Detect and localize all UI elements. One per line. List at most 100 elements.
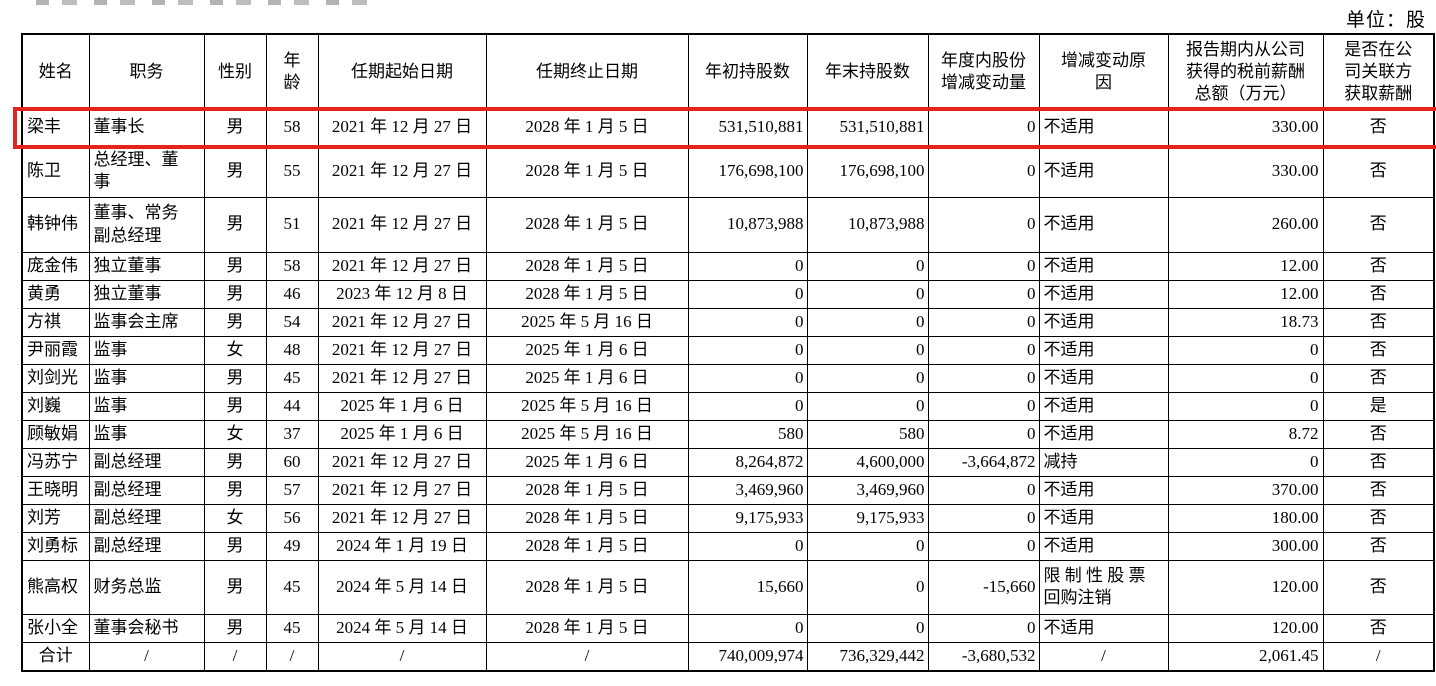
cropped-text-fragment [36,0,382,5]
column-header-9: 增减变动原 因 [1038,33,1169,111]
table-cell: 2024 年 5 月 14 日 [317,559,487,615]
table-cell: 男 [203,144,267,198]
table-cell: 不适用 [1038,531,1169,561]
table-cell: 监事 [88,363,205,393]
table-cell: 否 [1322,363,1435,393]
table-cell: 2021 年 12 月 27 日 [317,109,487,146]
table-cell: 8,264,872 [687,447,808,477]
table-cell: 监事会主席 [88,307,205,337]
table-cell: 2021 年 12 月 27 日 [317,503,487,533]
column-header-4: 任期起始日期 [317,33,487,111]
table-cell: 男 [203,613,267,643]
table-cell: 2021 年 12 月 27 日 [317,307,487,337]
table-cell: 0 [927,475,1040,505]
table-cell: 不适用 [1038,391,1169,421]
table-cell: 否 [1322,307,1435,337]
table-cell: 独立董事 [88,279,205,309]
table-cell: 60 [265,447,319,477]
table-cell: 46 [265,279,319,309]
table-cell: 0 [927,144,1040,198]
table-cell: 48 [265,335,319,365]
table-cell: 0 [687,251,808,281]
table-cell: -15,660 [927,559,1040,615]
table-cell: 男 [203,196,267,253]
table-cell: 2025 年 1 月 6 日 [485,447,689,477]
table-cell: / [1322,641,1435,672]
table-cell: 否 [1322,447,1435,477]
table-cell: 0 [927,391,1040,421]
table-cell: 韩钟伟 [21,196,90,253]
table-cell: 49 [265,531,319,561]
table-cell: 15,660 [687,559,808,615]
column-header-7: 年末持股数 [806,33,929,111]
table-cell: 0 [1167,447,1324,477]
table-cell: 580 [806,419,929,449]
table-cell: 0 [927,251,1040,281]
table-cell: 2021 年 12 月 27 日 [317,251,487,281]
table-cell: 2025 年 5 月 16 日 [485,307,689,337]
table-cell: 9,175,933 [806,503,929,533]
table-cell: 18.73 [1167,307,1324,337]
table-cell: 否 [1322,613,1435,643]
table-row: 王晓明 副总经理男 57 2021 年 12 月 27 日 2028 年 1 月 5 日… [21,475,1435,505]
table-cell: 2024 年 5 月 14 日 [317,613,487,643]
table-cell: 副总经理 [88,531,205,561]
table-cell: 51 [265,196,319,253]
table-cell: 否 [1322,531,1435,561]
unit-label: 单位：股 [1345,10,1426,31]
table-cell: 2028 年 1 月 5 日 [485,503,689,533]
table-cell: 0 [806,531,929,561]
table-cell: 男 [203,307,267,337]
table-cell: 2028 年 1 月 5 日 [485,144,689,198]
table-cell: 否 [1322,109,1435,146]
table-cell: 54 [265,307,319,337]
table-cell: 2028 年 1 月 5 日 [485,279,689,309]
table-cell: 58 [265,109,319,146]
table-cell: 2021 年 12 月 27 日 [317,144,487,198]
table-cell: 9,175,933 [687,503,808,533]
table-cell: 0 [687,279,808,309]
table-cell: 57 [265,475,319,505]
table-cell: 0 [687,531,808,561]
table-cell: 2021 年 12 月 27 日 [317,475,487,505]
table-cell: 不适用 [1038,307,1169,337]
table-cell: 736,329,442 [806,641,929,672]
table-cell: 否 [1322,559,1435,615]
table-cell: 180.00 [1167,503,1324,533]
table-cell: 0 [687,335,808,365]
table-cell: 2021 年 12 月 27 日 [317,363,487,393]
table-cell: 不适用 [1038,196,1169,253]
table-cell: 740,009,974 [687,641,808,672]
table-cell: 580 [687,419,808,449]
table-cell: 2023 年 12 月 8 日 [317,279,487,309]
table-cell: 0 [927,503,1040,533]
table-cell: 0 [927,419,1040,449]
table-row: 韩钟伟 董事、常务 副总经理男 51 2021 年 12 月 27 日 2028 年 1… [21,196,1435,253]
table-cell: 不适用 [1038,251,1169,281]
table-cell: 女 [203,335,267,365]
table-cell: 财务总监 [88,559,205,615]
table-cell: 2025 年 1 月 6 日 [317,419,487,449]
table-cell: 刘剑光 [21,363,90,393]
table-cell: 否 [1322,475,1435,505]
table-cell: 不适用 [1038,419,1169,449]
table-cell: 不适用 [1038,279,1169,309]
table-cell: 否 [1322,419,1435,449]
column-header-3: 年 龄 [265,33,319,111]
table-cell: 男 [203,109,267,146]
table-cell: 0 [806,559,929,615]
table-cell: 否 [1322,196,1435,253]
table-cell: 否 [1322,335,1435,365]
table-cell: 男 [203,363,267,393]
table-cell: 0 [806,251,929,281]
table-cell: 减持 [1038,447,1169,477]
table-row: 张小全 董事会秘书男 45 2024 年 5 月 14 日 2028 年 1 月 5 日… [21,613,1435,643]
table-cell: 120.00 [1167,613,1324,643]
table-cell: 0 [927,363,1040,393]
table-cell: / [485,641,689,672]
